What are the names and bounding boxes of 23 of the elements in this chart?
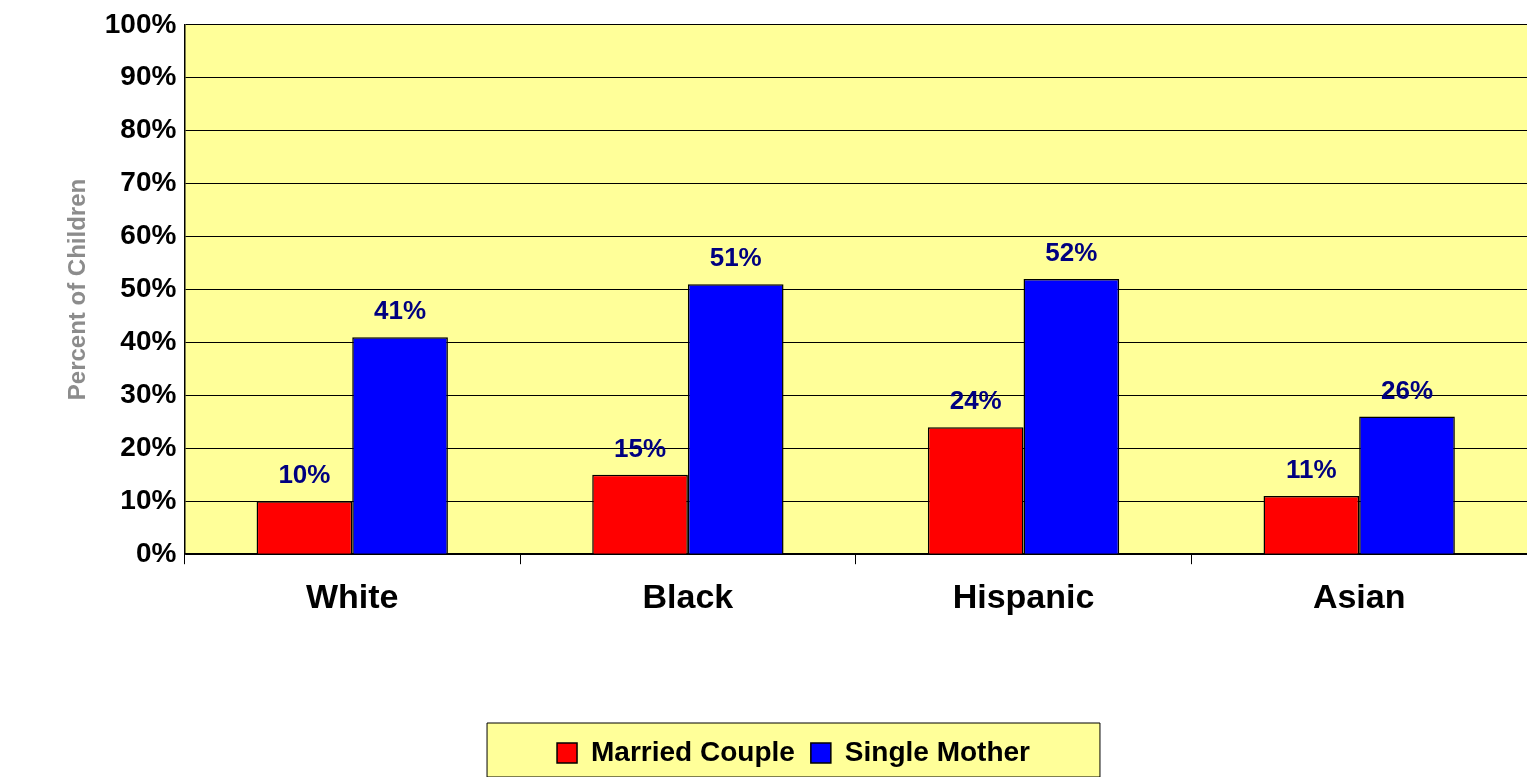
y-axis-title: Percent of Children <box>63 178 91 401</box>
y-tick-label: 80% <box>120 113 177 145</box>
data-label: 41% <box>374 295 427 326</box>
x-tick-label: White <box>305 576 399 615</box>
data-label: 51% <box>709 242 762 273</box>
legend-label: Married Couple <box>591 735 795 767</box>
y-tick-label: 0% <box>135 536 177 568</box>
data-label: 11% <box>1286 454 1337 485</box>
y-tick-label: 10% <box>120 483 177 515</box>
y-tick-label: 100% <box>104 7 177 39</box>
y-tick-label: 30% <box>120 378 177 410</box>
data-label: 52% <box>1045 237 1098 268</box>
y-tick-label: 20% <box>120 431 177 463</box>
data-label: 10% <box>278 459 331 490</box>
y-tick-label: 50% <box>120 272 177 304</box>
x-tick-label: Black <box>642 576 734 615</box>
y-tick-label: 40% <box>120 325 177 357</box>
y-tick-label: 70% <box>120 166 177 198</box>
y-tick-label: 90% <box>120 60 177 92</box>
x-tick-label: Hispanic <box>952 576 1095 615</box>
legend-label: Single Mother <box>844 735 1031 767</box>
x-tick-label: Asian <box>1312 576 1406 615</box>
y-tick-label: 60% <box>120 219 177 251</box>
